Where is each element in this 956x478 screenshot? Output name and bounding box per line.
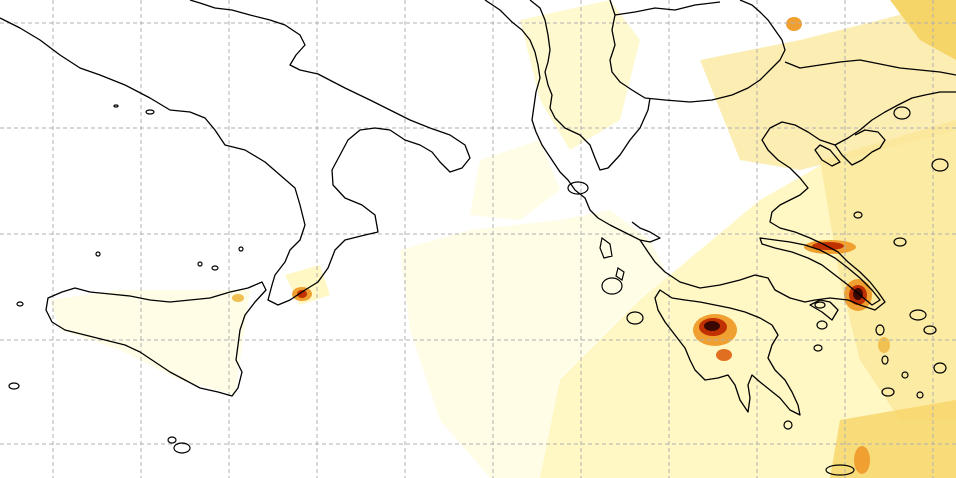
hotspot-north-macedonia: [786, 17, 802, 31]
coastline-sicily: [45, 281, 267, 397]
hotspot-peloponnese-south: [716, 349, 732, 361]
island-kea: [875, 324, 885, 336]
hotspot-crete-edge: [854, 446, 870, 474]
island-milos: [881, 387, 895, 397]
coastline-attica: [809, 299, 839, 321]
island-lefkada: [599, 236, 613, 259]
coastline-evia: [759, 237, 881, 306]
island-naxos: [916, 391, 924, 399]
island-ustica: [95, 251, 101, 257]
islands: [8, 104, 949, 476]
hotspot-north-east-top: [921, 0, 949, 28]
hotspot-sicily-east: [232, 294, 244, 302]
island-tremiti: [145, 109, 155, 115]
island-corfu: [567, 181, 589, 195]
island-kythira: [783, 420, 793, 430]
border-kosovo: [614, 1, 721, 16]
island-salamina: [816, 320, 828, 330]
island-egadi: [16, 301, 24, 307]
island-crete-west: [825, 464, 855, 476]
hotspot-calabria-core: [297, 290, 307, 298]
island-pantelleria: [8, 382, 20, 390]
island-lipari: [238, 246, 244, 252]
island-thasos: [893, 106, 911, 120]
hotspots: [232, 0, 949, 474]
border-north-macedonia: [609, 0, 786, 103]
plume-far-east: [820, 120, 956, 420]
island-skopelos: [853, 211, 863, 219]
island-croatia: [113, 104, 119, 108]
island-syros: [901, 371, 909, 379]
border-albania: [529, 0, 651, 171]
coastline-balkans-west: [484, 0, 661, 243]
island-tinos: [923, 325, 937, 335]
plume-sicily: [50, 290, 250, 395]
coastlines: [0, 0, 956, 416]
plume-albania: [520, 0, 640, 150]
island-gozo: [167, 436, 177, 444]
island-kefalonia: [601, 277, 623, 295]
coastline-italy: [0, 0, 471, 306]
hotspot-peloponnese-center: [704, 321, 720, 331]
island-andros: [909, 309, 927, 321]
island-aegina: [813, 344, 823, 352]
island-lemnos: [931, 158, 949, 172]
border-bulgaria: [784, 59, 956, 76]
island-aeolian-2: [211, 265, 219, 271]
coastline-peloponnese: [654, 289, 801, 416]
island-corinth-gulf: [814, 301, 826, 309]
island-paros: [933, 362, 947, 374]
coastline-greece-mainland: [639, 91, 956, 311]
island-kythnos: [881, 355, 889, 365]
hotspot-islands: [878, 337, 890, 353]
island-zakynthos: [626, 311, 644, 325]
island-aeolian-1: [197, 261, 203, 267]
coastline-chalkidiki: [834, 129, 886, 166]
coastline-chalkidiki-finger: [814, 144, 841, 167]
island-skyros: [893, 237, 907, 247]
island-ithaca: [615, 267, 625, 281]
island-malta: [173, 442, 191, 454]
